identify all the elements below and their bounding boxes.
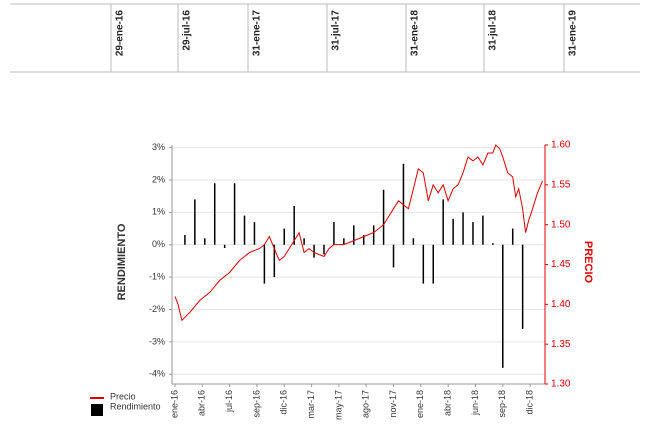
x-tick-label: ene-18 — [415, 390, 425, 418]
x-tick-label: nov-17 — [388, 390, 398, 418]
bar — [432, 244, 434, 284]
bar — [343, 238, 345, 245]
legend-swatch — [91, 404, 103, 416]
x-tick-label: abr-18 — [443, 390, 453, 416]
x-tick-label: ago-17 — [361, 390, 371, 418]
bar — [213, 183, 216, 245]
x-tick-label: jun-18 — [470, 390, 480, 416]
bar — [253, 222, 256, 245]
x-tick-label: mar-17 — [306, 390, 316, 419]
y-axis-title: RENDIMIENTO — [116, 223, 128, 300]
header-date: 31-ene-18 — [410, 10, 421, 57]
bar — [194, 199, 196, 245]
bar — [333, 222, 335, 245]
y-tick-label: 0% — [152, 239, 165, 249]
y2-axis-title: PRECIO — [582, 241, 594, 284]
x-tick-label: sep-18 — [497, 390, 507, 418]
y2-tick-label: 1.45 — [551, 259, 571, 270]
header-date: 29-jul-16 — [182, 10, 193, 51]
bar — [452, 218, 454, 245]
bar — [362, 235, 365, 245]
bar — [392, 244, 395, 268]
bar — [462, 212, 464, 245]
header-date: 31-ene-17 — [252, 10, 263, 57]
y-tick-label: -4% — [149, 369, 165, 379]
bar — [422, 244, 425, 284]
bar — [511, 228, 514, 245]
bar — [353, 225, 355, 245]
y-tick-label: 1% — [152, 207, 165, 217]
bar — [313, 244, 315, 258]
bar — [273, 244, 276, 278]
header-date: 29-ene-16 — [115, 10, 126, 57]
y2-tick-label: 1.60 — [551, 140, 571, 151]
x-tick-label: dic-16 — [279, 390, 289, 415]
x-tick-label: dic-18 — [524, 390, 534, 415]
bar — [372, 225, 375, 245]
bar — [472, 222, 474, 245]
bar — [204, 238, 206, 245]
bar — [382, 189, 385, 245]
bar — [492, 243, 494, 245]
bar — [184, 235, 186, 245]
y2-tick-label: 1.55 — [551, 179, 571, 190]
x-tick-label: may-17 — [333, 390, 343, 420]
price-line — [174, 144, 543, 322]
y2-tick-label: 1.50 — [551, 219, 571, 230]
x-tick-label: sep-16 — [251, 390, 261, 418]
bar — [293, 205, 295, 245]
header-date: 31-jul-18 — [488, 10, 499, 51]
y-tick-label: -3% — [149, 336, 165, 346]
bar — [223, 244, 226, 248]
bar — [303, 238, 305, 245]
legend-label: Precio — [110, 391, 136, 401]
y2-tick-label: 1.35 — [551, 339, 571, 350]
bar — [482, 215, 484, 245]
header-date: 31-ene-19 — [568, 10, 579, 57]
bar — [283, 228, 285, 245]
y-tick-label: 3% — [152, 142, 165, 152]
bar — [502, 244, 504, 368]
legend-label: Rendimiento — [110, 401, 161, 411]
y2-tick-label: 1.30 — [551, 379, 571, 390]
bar — [233, 183, 236, 245]
y-tick-label: -1% — [149, 272, 165, 282]
bar — [412, 238, 415, 245]
bar — [442, 199, 444, 245]
x-tick-label: ene-16 — [169, 390, 179, 418]
bar — [243, 215, 246, 245]
x-tick-label: abr-16 — [197, 390, 207, 416]
y-tick-label: -2% — [149, 304, 165, 314]
y-tick-label: 2% — [152, 174, 165, 184]
y2-tick-label: 1.40 — [551, 299, 571, 310]
header-date: 31-jul-17 — [331, 10, 342, 51]
x-tick-label: jul-16 — [224, 390, 234, 413]
bar — [521, 244, 524, 329]
bar — [323, 244, 325, 255]
bar — [263, 244, 266, 284]
